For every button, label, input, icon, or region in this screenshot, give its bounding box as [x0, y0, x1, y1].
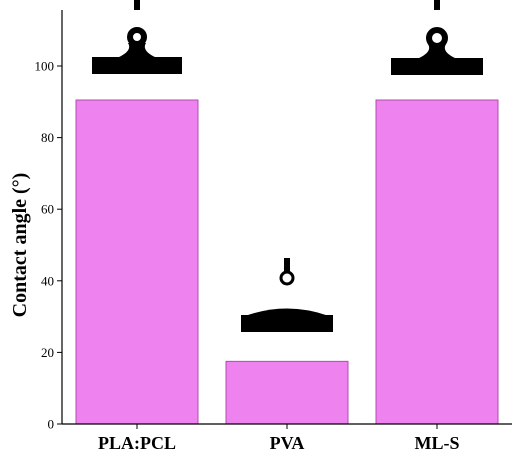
y-tick-label: 40 [41, 273, 54, 288]
bar-pva [225, 360, 349, 425]
y-tick-label: 100 [35, 59, 55, 74]
x-tick-label: PLA:PCL [98, 433, 176, 453]
x-tick-label: ML-S [415, 433, 460, 453]
y-tick-label: 60 [41, 202, 54, 217]
y-tick-label: 80 [41, 130, 54, 145]
y-tick-label: 0 [48, 417, 55, 432]
y-axis-label: Contact angle (°) [9, 173, 31, 318]
droplet-pla-pcl-icon [92, 0, 182, 74]
x-tick-label: PVA [270, 433, 305, 453]
bar-ml-s [375, 99, 499, 425]
bar-pla-pcl [75, 99, 199, 425]
droplet-pva-icon [241, 258, 333, 332]
droplet-ml-s-icon [391, 0, 483, 75]
y-tick-label: 20 [41, 345, 54, 360]
